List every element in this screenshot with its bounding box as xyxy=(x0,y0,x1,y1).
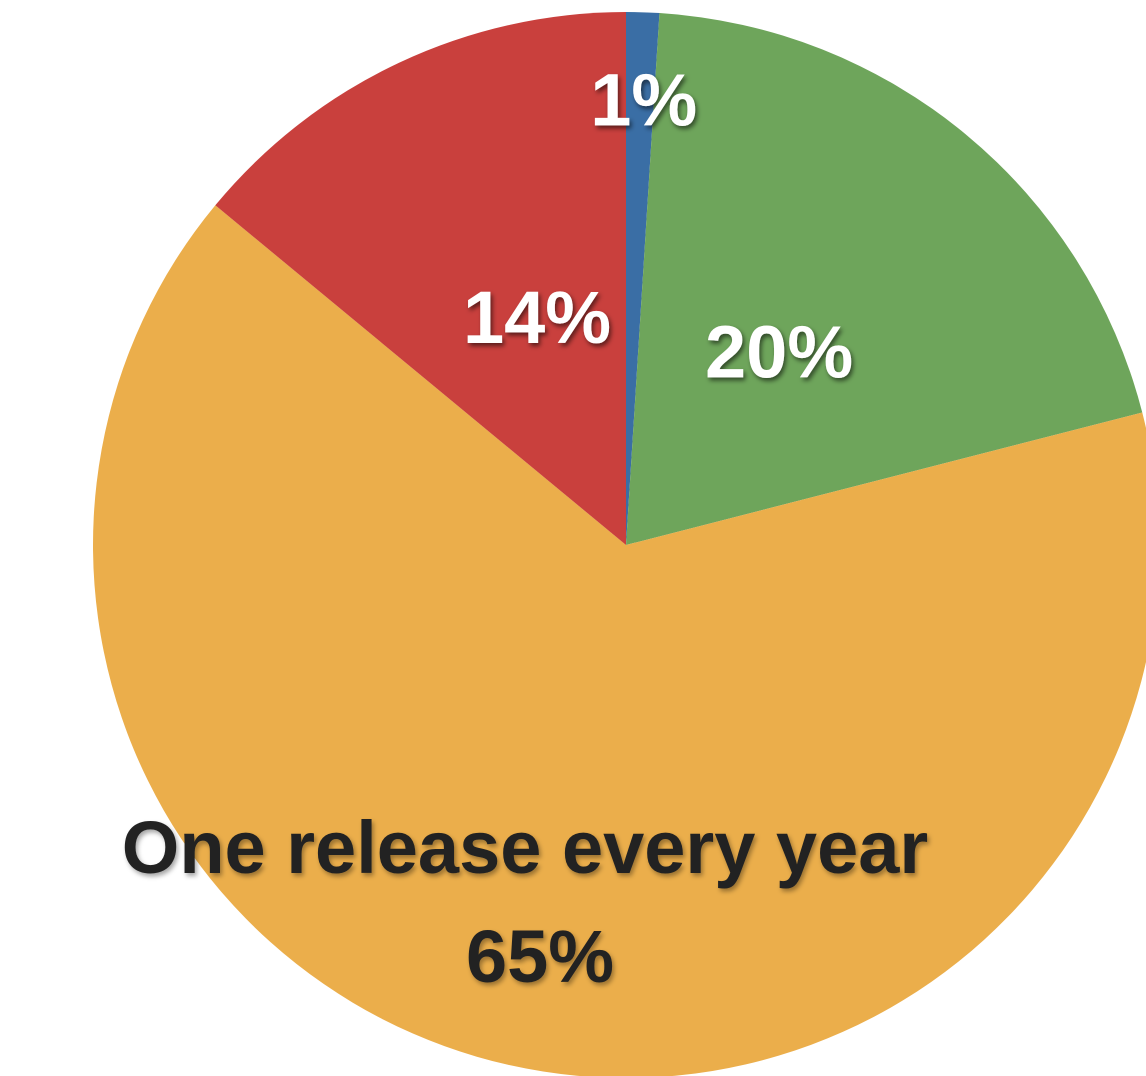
pie-slice-20-percent xyxy=(626,13,1143,545)
pie-slice-65-percent xyxy=(93,205,1146,1076)
slice-category-label: One release every year xyxy=(122,806,928,889)
pie-slices xyxy=(93,12,1146,1076)
pie-labels: 1% 20% One release every year 65% 14% xyxy=(122,59,928,998)
slice-value-label: 20% xyxy=(705,310,853,393)
slice-value-label: 1% xyxy=(590,59,697,142)
pie-slice-1-percent xyxy=(626,12,660,545)
slice-value-label: 14% xyxy=(463,276,611,359)
pie-slice-14-percent xyxy=(215,12,626,545)
slice-value-label: 65% xyxy=(466,915,614,998)
